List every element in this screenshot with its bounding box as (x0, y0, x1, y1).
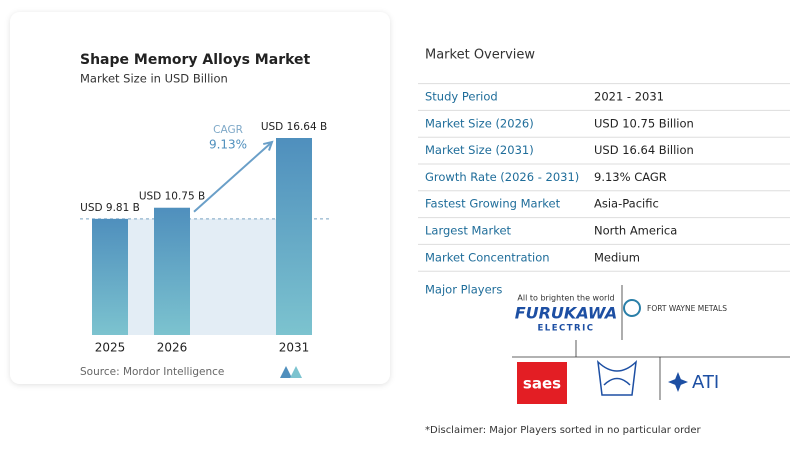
chart-subtitle: Market Size in USD Billion (80, 72, 228, 86)
value-label: USD 10.75 B (139, 191, 205, 203)
row-label: Largest Market (425, 224, 512, 238)
row-value: Asia-Pacific (594, 197, 659, 211)
logo-text: All to brighten the world (517, 294, 614, 303)
arrow-head (263, 140, 274, 151)
row-value: USD 16.64 Billion (594, 143, 694, 157)
row-value: 9.13% CAGR (594, 170, 667, 184)
logo-text: FORT WAYNE METALS (647, 304, 727, 313)
value-label: USD 9.81 B (80, 202, 140, 214)
row-label: Study Period (425, 90, 498, 104)
chart: Shape Memory Alloys Market Market Size i… (80, 52, 330, 378)
row-label: Market Concentration (425, 250, 550, 264)
x-tick-label: 2026 (157, 341, 188, 355)
row-label: Fastest Growing Market (425, 197, 561, 211)
logo-text: ATI (692, 372, 719, 393)
row-label: Growth Rate (2026 - 2031) (425, 170, 579, 184)
disclaimer: *Disclaimer: Major Players sorted in no … (425, 425, 702, 436)
players-label: Major Players (425, 283, 502, 297)
x-tick-label: 2025 (95, 341, 126, 355)
logo-fort-wayne: FORT WAYNE METALS (623, 299, 727, 317)
logo-saes: saes (517, 362, 567, 404)
row-value: USD 10.75 Billion (594, 116, 694, 130)
brand-logo (280, 366, 302, 378)
bar (92, 218, 128, 335)
logo-ati: ATI (668, 372, 719, 393)
cagr-label: CAGR (213, 124, 243, 136)
bar (276, 138, 312, 335)
logo-crest (597, 360, 637, 396)
bar (154, 207, 190, 335)
source: Source: Mordor Intelligence (80, 366, 224, 378)
row-value: 2021 - 2031 (594, 90, 664, 104)
row-label: Market Size (2026) (425, 116, 534, 130)
overview-title: Market Overview (425, 48, 535, 63)
value-label: USD 16.64 B (261, 121, 327, 133)
chart-title: Shape Memory Alloys Market (80, 52, 311, 68)
row-value: North America (594, 224, 677, 238)
reference-band (128, 218, 276, 335)
row-value: Medium (594, 250, 640, 264)
x-tick-label: 2031 (279, 341, 310, 355)
logo-text: saes (523, 375, 561, 393)
growth-arrow (193, 141, 273, 213)
logo-furukawa: All to brighten the world FURUKAWA ELECT… (515, 294, 618, 334)
row-label: Market Size (2031) (425, 143, 534, 157)
market-overview: Market Overview Study Period 2021 - 2031 M… (418, 48, 790, 272)
logo-text: FURUKAWA (515, 304, 618, 323)
cagr-value: 9.13% (209, 138, 247, 152)
logo-text: ELECTRIC (537, 324, 594, 334)
logo-grid (512, 285, 790, 400)
